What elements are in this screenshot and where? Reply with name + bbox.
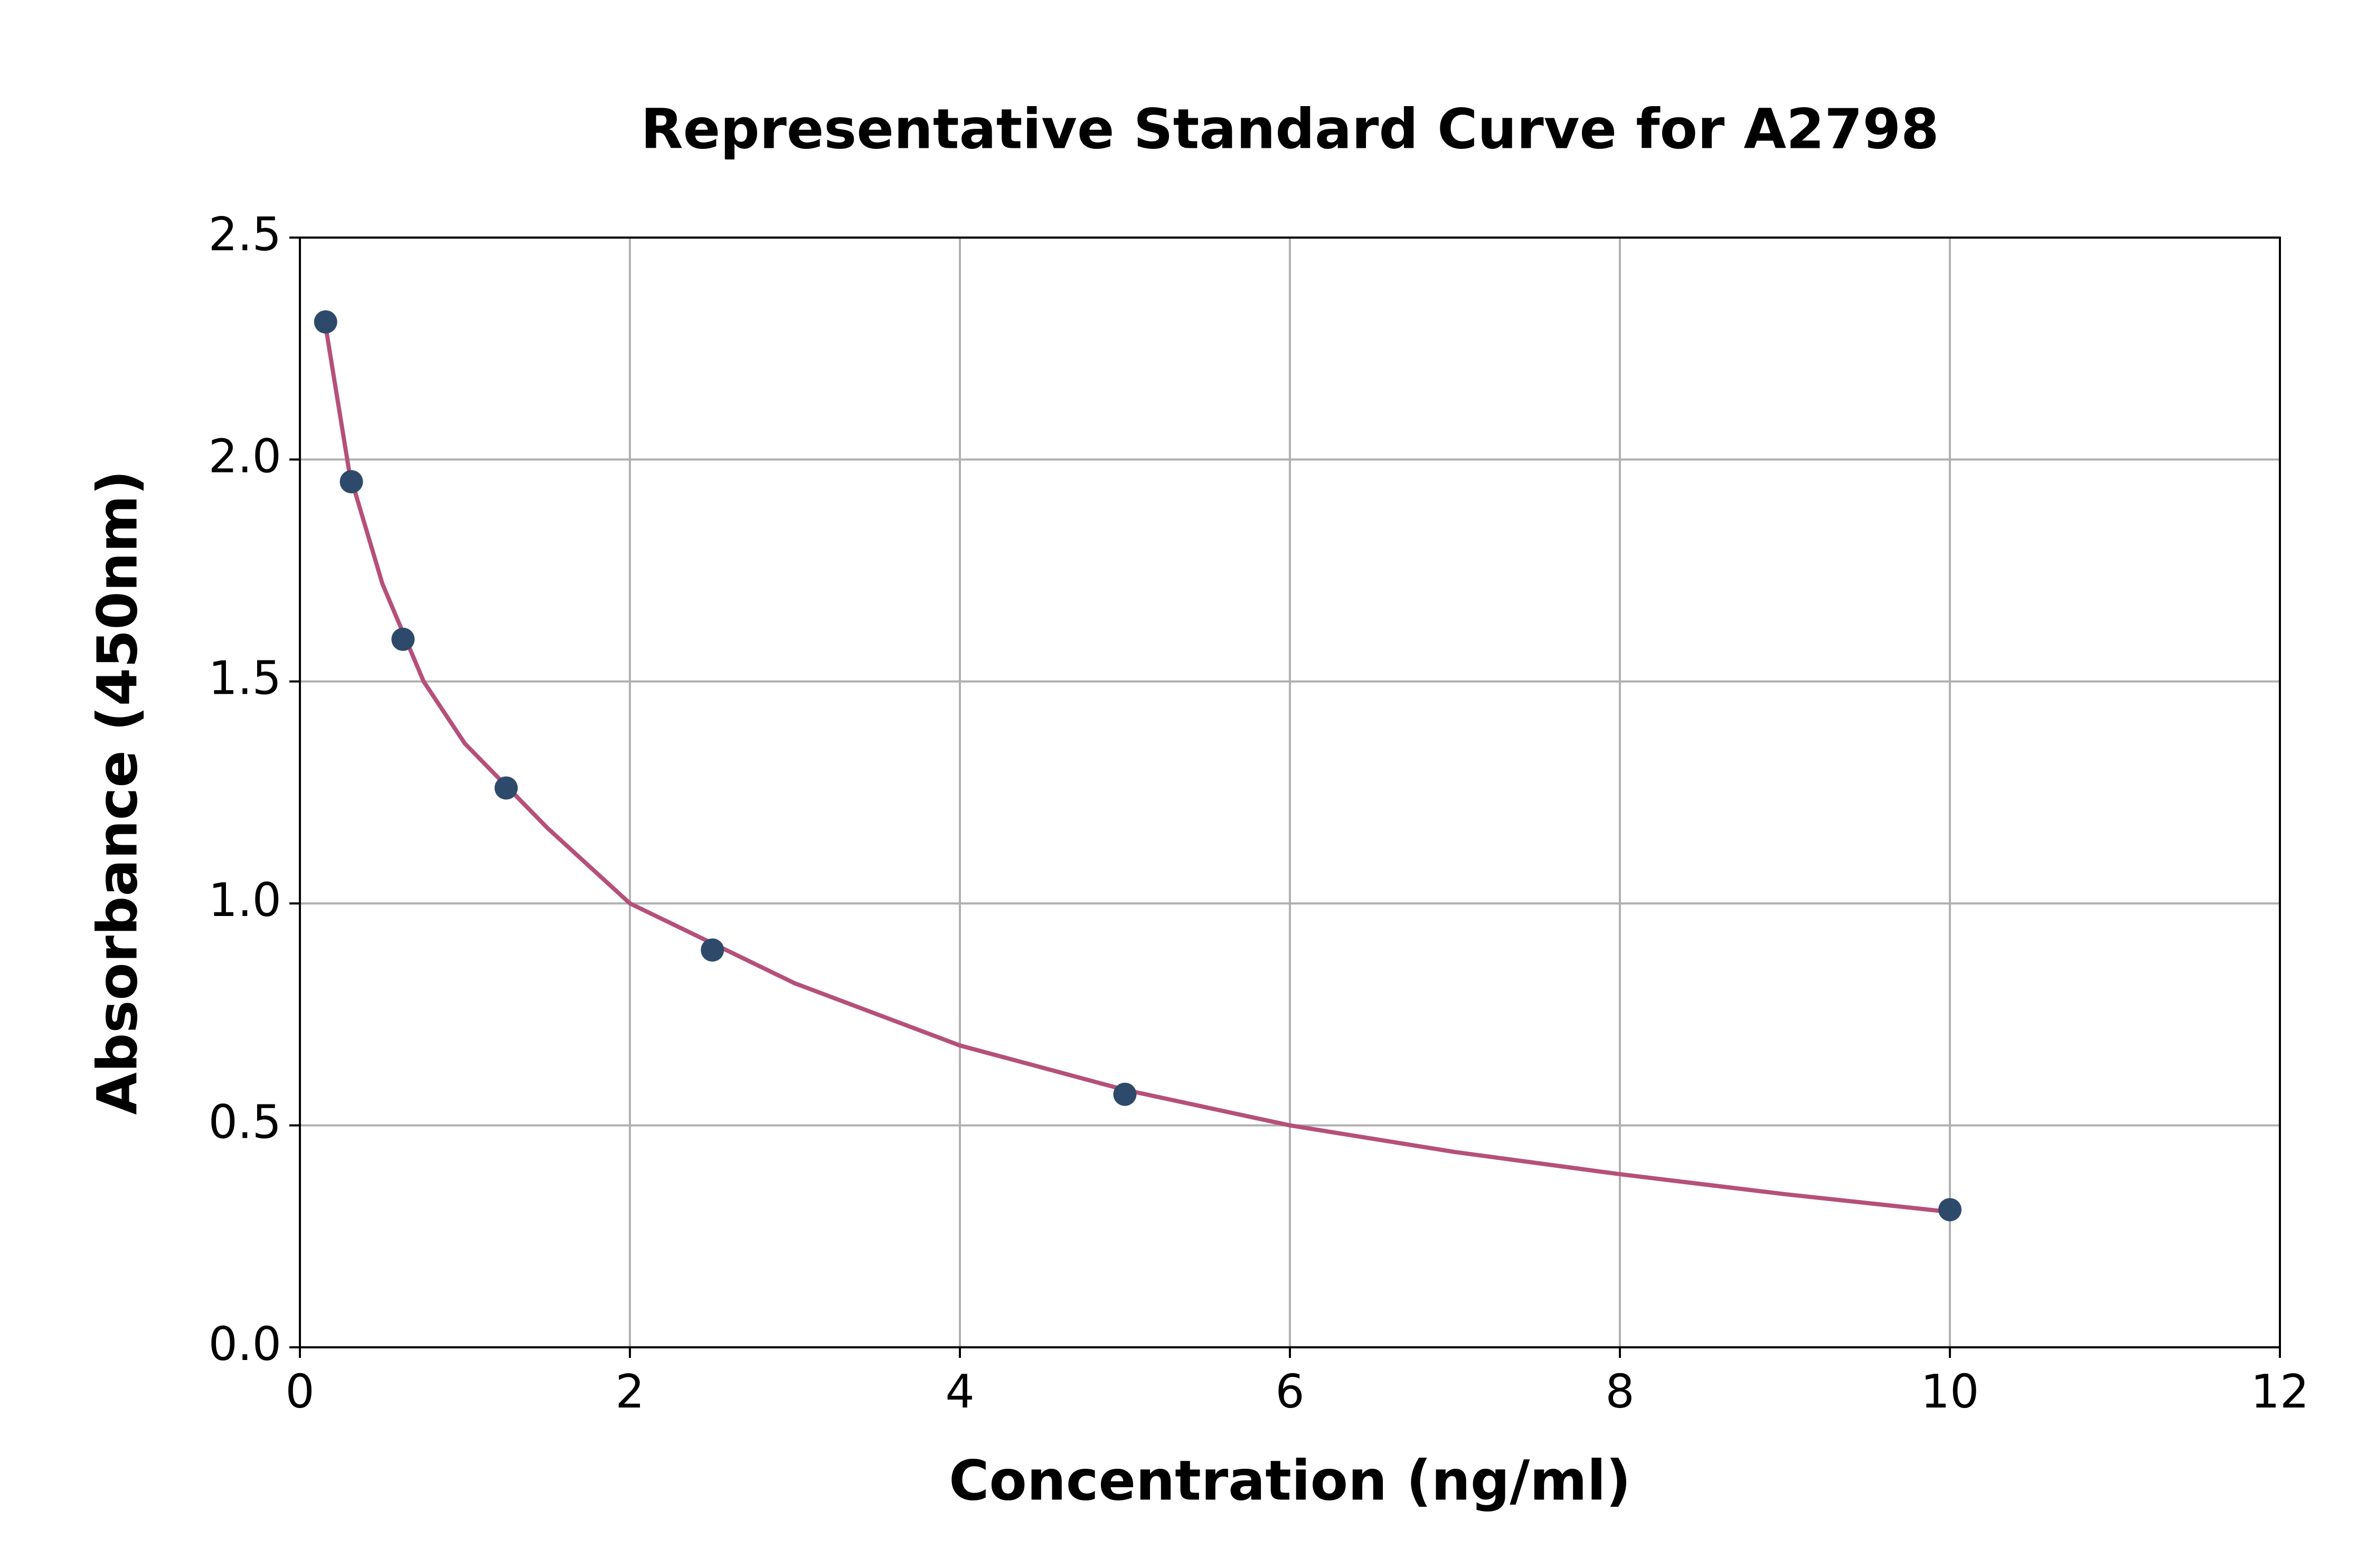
- x-tick-label: 8: [1605, 1365, 1634, 1419]
- data-point: [340, 470, 363, 494]
- data-point: [391, 627, 415, 651]
- fit-curve: [323, 326, 1950, 1214]
- y-tick-label: 1.0: [209, 873, 281, 927]
- plot-frame: [299, 237, 2281, 1348]
- y-tick-label: 0.0: [209, 1317, 281, 1371]
- data-point: [314, 310, 337, 334]
- x-tick-label: 0: [285, 1365, 314, 1419]
- x-axis-label: Concentration (ng/ml): [949, 1448, 1631, 1513]
- y-tick-label: 0.5: [209, 1095, 281, 1149]
- data-point: [1113, 1082, 1137, 1106]
- chart-title: Representative Standard Curve for A2798: [641, 97, 1939, 161]
- y-tick-label: 2.5: [209, 207, 281, 261]
- x-tick-label: 12: [2251, 1365, 2309, 1419]
- x-tick-label: 2: [615, 1365, 644, 1419]
- x-tick-label: 6: [1275, 1365, 1304, 1419]
- y-tick-label: 1.5: [209, 651, 281, 705]
- y-axis-label: Absorbance (450nm): [85, 470, 149, 1114]
- data-point: [494, 776, 518, 800]
- y-tick-label: 2.0: [209, 429, 281, 483]
- data-point: [701, 938, 724, 962]
- data-point: [1938, 1198, 1962, 1222]
- x-tick-label: 10: [1921, 1365, 1979, 1419]
- x-tick-label: 4: [945, 1365, 974, 1419]
